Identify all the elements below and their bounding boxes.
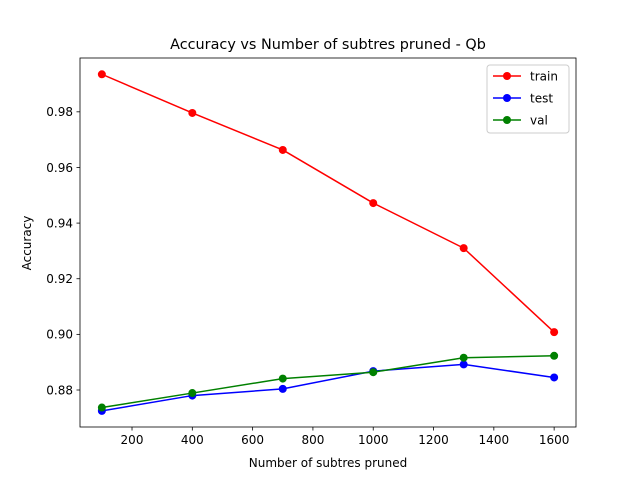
series-layer xyxy=(97,70,559,415)
data-point-val-1 xyxy=(188,389,197,398)
series-line-test xyxy=(100,363,555,412)
x-axis-label: Number of subtres pruned xyxy=(249,456,407,470)
data-point-train-4 xyxy=(459,244,468,253)
data-point-val-4 xyxy=(459,353,468,362)
legend-item-val: val xyxy=(493,113,548,127)
y-tick-label-3: 0.94 xyxy=(46,216,73,230)
legend-label-test: test xyxy=(530,91,553,105)
data-point-test-2 xyxy=(278,384,287,393)
legend: train test val xyxy=(486,64,570,134)
series-test xyxy=(97,360,559,415)
legend-marker-train xyxy=(503,72,511,80)
data-point-val-0 xyxy=(97,403,106,412)
legend-item-train: train xyxy=(493,69,558,83)
y-tick-label-1: 0.90 xyxy=(46,328,73,342)
x-tick-label-6: 1400 xyxy=(479,433,510,447)
x-tick-label-5: 1200 xyxy=(418,433,449,447)
data-point-test-5 xyxy=(550,373,559,382)
data-point-test-4 xyxy=(459,360,468,369)
data-point-val-5 xyxy=(550,351,559,360)
legend-marker-test xyxy=(503,94,511,102)
x-tick-label-1: 400 xyxy=(181,433,204,447)
data-point-train-0 xyxy=(97,70,106,79)
series-val xyxy=(97,351,559,412)
data-point-val-2 xyxy=(278,374,287,383)
y-tick-label-5: 0.98 xyxy=(46,105,73,119)
y-tick-label-2: 0.92 xyxy=(46,272,73,286)
y-tick-label-4: 0.96 xyxy=(46,161,73,175)
legend-item-test: test xyxy=(493,91,553,105)
legend-label-val: val xyxy=(530,113,548,127)
data-point-train-2 xyxy=(278,145,287,154)
x-tick-label-2: 600 xyxy=(241,433,264,447)
legend-label-train: train xyxy=(530,69,558,83)
x-tick-label-3: 800 xyxy=(301,433,324,447)
x-tick-label-4: 1000 xyxy=(358,433,389,447)
plot-frame xyxy=(79,57,577,428)
series-train xyxy=(97,70,559,337)
data-point-train-1 xyxy=(188,108,197,117)
chart-title: Accuracy vs Number of subtres pruned - Q… xyxy=(170,37,486,53)
y-tick-label-0: 0.88 xyxy=(46,383,73,397)
y-axis-label: Accuracy xyxy=(20,216,34,271)
legend-marker-val xyxy=(503,116,511,124)
data-point-val-3 xyxy=(369,368,378,377)
series-line-train xyxy=(100,73,556,334)
x-tick-label-0: 200 xyxy=(121,433,144,447)
legend-box xyxy=(486,64,570,134)
axes-layer: 200 400 600 800 1000 1200 1400 1600 0.88 0.90 0.92… xyxy=(46,57,577,447)
data-point-train-3 xyxy=(369,199,378,208)
x-tick-label-7: 1600 xyxy=(539,433,570,447)
series-line-val xyxy=(101,355,555,409)
data-point-train-5 xyxy=(550,328,559,337)
